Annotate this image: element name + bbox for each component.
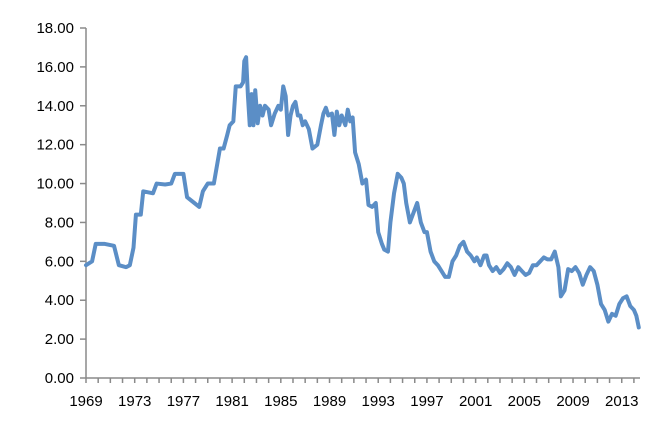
x-tick-label: 2013 [605, 393, 638, 410]
x-axis: 1969 1973 1977 1981 1985 1989 1993 1997 2001 2005… [69, 377, 640, 410]
x-tick-label: 2005 [508, 393, 541, 410]
y-tick-label: 4.00 [45, 292, 74, 309]
x-tick-label: 1985 [264, 393, 297, 410]
y-tick-label: 18.00 [36, 20, 74, 37]
y-tick-label: 6.00 [45, 253, 74, 270]
x-tick-label: 1981 [215, 393, 248, 410]
y-tick-label: 14.00 [36, 98, 74, 115]
y-tick-label: 16.00 [36, 59, 74, 76]
x-tick-label: 2001 [459, 393, 492, 410]
x-tick-label: 1997 [410, 393, 443, 410]
y-tick-label: 2.00 [45, 331, 74, 348]
x-tick-label: 2009 [556, 393, 589, 410]
y-tick-label: 8.00 [45, 214, 74, 231]
y-tick-label: 0.00 [45, 370, 74, 387]
x-tick-label: 1969 [69, 393, 102, 410]
x-tick-label: 1977 [167, 393, 200, 410]
x-tick-label: 1993 [362, 393, 395, 410]
series-line [84, 55, 641, 330]
x-tick-label: 1989 [313, 393, 346, 410]
y-axis: 0.00 2.00 4.00 6.00 8.00 10.00 12.00 14.00 16.00… [36, 20, 87, 387]
series-group [84, 55, 641, 330]
y-tick-label: 10.00 [36, 176, 74, 193]
y-tick-label: 12.00 [36, 137, 74, 154]
x-tick-label: 1973 [118, 393, 151, 410]
